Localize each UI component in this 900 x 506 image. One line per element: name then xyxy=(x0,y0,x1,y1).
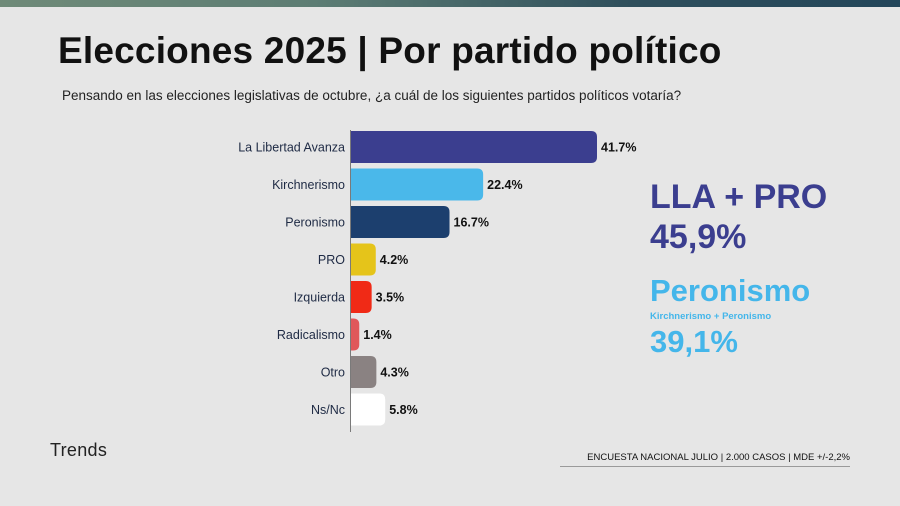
lla-pro-callout-title: LLA + PRO xyxy=(650,178,828,216)
value-label-izquierda: 3.5% xyxy=(376,291,405,305)
chart-subtitle: Pensando en las elecciones legislativas … xyxy=(62,88,682,103)
top-accent-strip xyxy=(0,0,900,7)
category-label-ns-nc: Ns/Nc xyxy=(311,403,345,417)
peronismo-callout-subtitle: Kirchnerismo + Peronismo xyxy=(650,311,772,322)
category-label-otro: Otro xyxy=(321,366,345,380)
value-label-otro: 4.3% xyxy=(380,366,409,380)
peronismo-callout-title: Peronismo xyxy=(650,273,811,308)
category-label-radicalismo: Radicalismo xyxy=(277,328,345,342)
peronismo-callout-value: 39,1% xyxy=(650,324,738,359)
bar-radicalismo xyxy=(351,318,360,351)
bar-kirchnerismo xyxy=(351,168,484,201)
lla-pro-callout-value: 45,9% xyxy=(650,218,747,256)
footer-divider xyxy=(560,466,850,467)
value-label-pro: 4.2% xyxy=(380,253,409,267)
bar-pro xyxy=(351,243,376,276)
value-label-la-libertad-avanza: 41.7% xyxy=(601,141,636,155)
value-label-radicalismo: 1.4% xyxy=(363,328,392,342)
value-label-kirchnerismo: 22.4% xyxy=(487,178,522,192)
bar-ns-nc xyxy=(351,393,386,426)
bar-izquierda xyxy=(351,281,372,313)
bar-la-libertad-avanza xyxy=(351,131,597,163)
brand-logo: Trends xyxy=(50,440,108,460)
category-label-izquierda: Izquierda xyxy=(294,291,345,305)
bar-peronismo xyxy=(351,206,450,238)
value-label-ns-nc: 5.8% xyxy=(389,403,418,417)
category-label-la-libertad-avanza: La Libertad Avanza xyxy=(238,141,345,155)
category-label-kirchnerismo: Kirchnerismo xyxy=(272,178,345,192)
survey-footnote: ENCUESTA NACIONAL JULIO | 2.000 CASOS | … xyxy=(587,452,850,463)
value-label-peronismo: 16.7% xyxy=(454,216,489,230)
page-title: Elecciones 2025 | Por partido político xyxy=(58,30,722,71)
category-label-peronismo: Peronismo xyxy=(285,216,345,230)
bar-otro xyxy=(351,356,377,388)
category-label-pro: PRO xyxy=(318,253,345,267)
